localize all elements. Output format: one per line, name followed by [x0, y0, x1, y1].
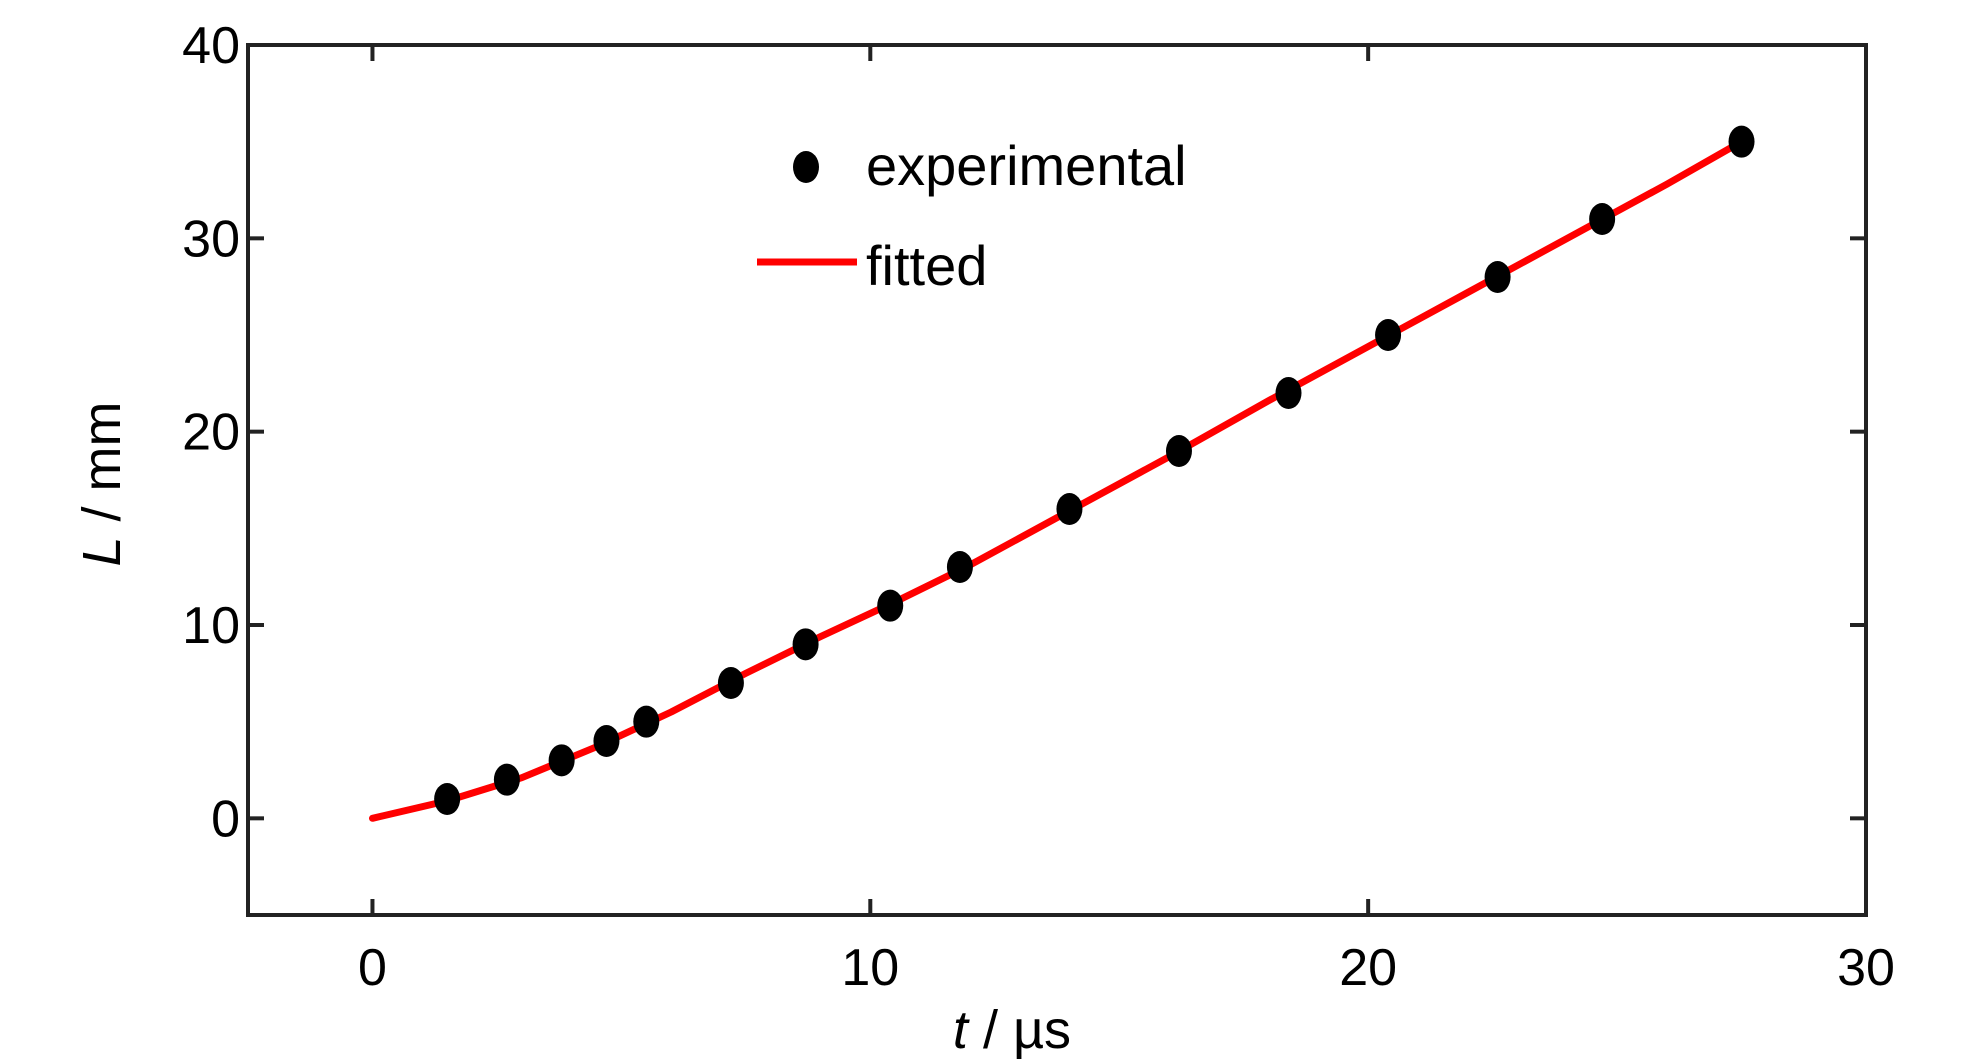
legend-label-experimental: experimental — [866, 134, 1187, 197]
x-axis-label: t / µs — [953, 1000, 1071, 1060]
legend: experimental fitted — [757, 134, 1187, 297]
x-tick-label: 20 — [1339, 939, 1397, 997]
y-tick-label: 0 — [211, 790, 240, 848]
experimental-point — [717, 667, 744, 699]
experimental-point — [493, 763, 520, 796]
experimental-point — [877, 589, 904, 622]
y-axis-unit: / mm — [72, 401, 132, 536]
y-tick-label: 20 — [182, 404, 240, 462]
experimental-point — [434, 783, 461, 815]
y-tick-label: 40 — [182, 17, 240, 75]
x-tick-label: 10 — [841, 939, 899, 997]
experimental-point — [1056, 493, 1083, 525]
experimental-point — [792, 628, 819, 661]
x-tick-label: 0 — [358, 939, 387, 997]
experimental-point — [548, 744, 575, 777]
experimental-points-layer — [434, 125, 1755, 815]
y-axis-variable: L — [72, 536, 132, 566]
y-tick-label: 10 — [182, 597, 240, 655]
fitted-line — [369, 138, 1745, 822]
x-axis-unit: / µs — [968, 1000, 1071, 1060]
experimental-point — [1589, 203, 1616, 235]
plot-frame — [246, 43, 1868, 917]
experimental-point — [946, 551, 973, 583]
experimental-point — [1484, 261, 1511, 293]
experimental-point — [1375, 319, 1402, 351]
ticks-layer: 0 10 20 30 0 10 20 30 40 — [182, 17, 1895, 997]
legend-label-fitted: fitted — [866, 234, 987, 297]
fitted-line-layer — [369, 138, 1745, 822]
experimental-point — [1275, 377, 1302, 409]
experimental-point — [633, 705, 660, 738]
y-tick-label: 30 — [182, 210, 240, 268]
experimental-point — [1165, 435, 1192, 467]
experimental-point — [593, 725, 620, 757]
x-tick-label: 30 — [1837, 939, 1895, 997]
y-axis-label: L / mm — [72, 401, 132, 566]
experimental-point — [1728, 125, 1755, 158]
x-axis-variable: t — [953, 1000, 970, 1060]
legend-marker-experimental — [793, 151, 819, 183]
